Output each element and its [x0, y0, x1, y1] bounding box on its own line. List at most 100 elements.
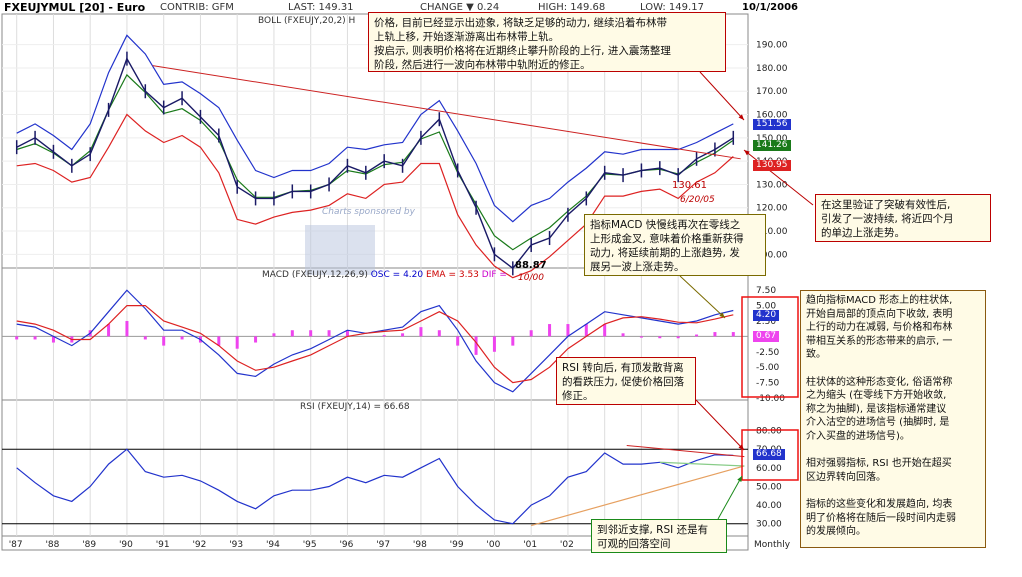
macd-dif: DIF =	[481, 270, 507, 280]
macd-tick-label: 5.00	[756, 302, 776, 312]
macd-tick-label: -2.50	[756, 348, 780, 358]
note-breakout: 在这里验证了突破有效性后, 引发了一波持续, 将近四个月 的单边上涨走势。	[815, 194, 991, 242]
note-summary: 趋向指标MACD 形态上的柱状体, 开始自局部的顶点向下收敛, 表明 上行的动力…	[800, 290, 986, 548]
note2-line: 的单边上涨走势。	[821, 227, 905, 239]
note-macd-cross: 指标MACD 快慢线再次在零线之 上形成金叉, 意味着价格重新获得 动力, 将延…	[584, 214, 766, 276]
low-value: LOW: 149.17	[640, 2, 704, 13]
x-tick-label: '94	[266, 540, 280, 550]
x-tick-label: '91	[156, 540, 170, 550]
note6-line: 柱状体的这种形态变化, 俗语常称	[806, 376, 953, 388]
middle-band-tag: 141.26	[753, 140, 791, 151]
price-tick-label: 150.00	[756, 134, 788, 144]
note6-line: 区边界转向回落。	[806, 471, 886, 483]
macd-highlight-box	[741, 296, 799, 398]
x-tick-label: '99	[450, 540, 464, 550]
note3-line: 指标MACD 快慢线再次在零线之	[590, 219, 741, 231]
x-tick-label: '92	[192, 540, 206, 550]
change-value: CHANGE ▼ 0.24	[420, 2, 500, 13]
note2-line: 在这里验证了突破有效性后,	[821, 199, 951, 211]
note6-line: 的发展倾向。	[806, 526, 866, 538]
rsi-tick-label: 50.00	[756, 482, 782, 492]
x-tick-label: '93	[229, 540, 243, 550]
price-tick-label: 130.00	[756, 180, 788, 190]
arrow-note5	[717, 475, 743, 520]
price-tick-label: 160.00	[756, 111, 788, 121]
note4-line: 的看跌压力, 促使价格回落	[562, 376, 685, 388]
price-tick-label: 170.00	[756, 87, 788, 97]
boll-lower-line	[16, 113, 734, 279]
note3-line: 展另一波上涨走势。	[590, 261, 685, 273]
note-rsi-support: 到邻近支撑, RSI 还是有 可观的回落空间	[591, 519, 727, 553]
macd-ema: EMA = 3.53	[425, 270, 479, 280]
price-tick-label: 110.00	[756, 227, 788, 237]
upper-band-tag: 151.56	[753, 119, 791, 130]
note5-line: 到邻近支撑, RSI 还是有	[597, 524, 709, 536]
note6-line	[806, 362, 980, 376]
low-price-label: 88.87	[515, 260, 547, 271]
macd-tick-label: 2.50	[756, 317, 776, 327]
note6-line: 致。	[806, 349, 826, 361]
last-price: LAST: 149.31	[288, 2, 354, 13]
macd-name: MACD (FXEUJY,12,26,9)	[262, 270, 368, 280]
x-tick-label: '01	[523, 540, 537, 550]
arrow-note4	[695, 399, 745, 451]
arrow-note1-head	[738, 114, 744, 120]
high-value: HIGH: 149.68	[538, 2, 606, 13]
note6-line: 指标的这些变化和发展趋向, 均表	[806, 498, 953, 510]
rsi-support-trendline	[531, 465, 745, 527]
note6-line	[806, 444, 980, 458]
note6-line: 明了价格将在随后一段时间内走弱	[806, 512, 956, 524]
note-bollinger-warning: 价格, 目前已经显示出迹象, 将缺乏足够的动力, 继续沿着布林带 上轨上移, 开…	[368, 12, 726, 72]
boll-panel-label: BOLL (FXEUJY,20,2) H	[258, 16, 356, 26]
note6-line: 介入买盘的进场信号)。	[806, 430, 910, 442]
x-tick-label: '96	[339, 540, 353, 550]
x-tick-label: '02	[560, 540, 574, 550]
note6-line: 相对强弱指标, RSI 也开始在超买	[806, 458, 952, 470]
note5-line: 可观的回落空间	[597, 538, 671, 550]
note6-line: 带相互关系的形态带来的启示, 一	[806, 335, 953, 347]
macd-hist-tag: 0.67	[753, 331, 780, 342]
low-date-label: 10/00	[518, 273, 544, 283]
note4-line: RSI 转向后, 有顶发散背离	[562, 362, 684, 374]
x-tick-label: '88	[45, 540, 59, 550]
rsi-tick-label: 30.00	[756, 520, 782, 530]
lower-band-tag: 130.95	[753, 160, 791, 171]
x-tick-label: '95	[303, 540, 317, 550]
rsi-tag: 66.68	[753, 449, 785, 460]
rsi-divergence-line	[626, 445, 745, 458]
macd-osc-tag: 4.20	[753, 310, 780, 321]
note1-line: 上轨上移, 开始逐渐游离出布林带上轨。	[374, 31, 560, 43]
note3-line: 动力, 将延续前期的上涨趋势, 发	[590, 247, 740, 259]
note6-line: 趋向指标MACD 形态上的柱状体,	[806, 295, 953, 306]
x-tick-label: '00	[486, 540, 500, 550]
note6-line: 称之为抽脚), 是该指标通常建议	[806, 403, 947, 415]
note4-line: 修正。	[562, 390, 594, 402]
boll-upper-line	[16, 34, 734, 223]
note6-line: 介入沽空的进场信号 (抽脚时, 是	[806, 417, 950, 429]
macd-signal-line	[16, 305, 734, 384]
rsi-tick-label: 60.00	[756, 464, 782, 474]
sponsor-watermark: Charts sponsored by	[322, 207, 415, 217]
arrow-note1	[699, 71, 745, 121]
arrow-note2	[743, 149, 814, 206]
macd-tick-label: 7.50	[756, 286, 776, 296]
note-rsi-divergence: RSI 转向后, 有顶发散背离 的看跌压力, 促使价格回落 修正。	[556, 357, 696, 405]
arrow-note5-head	[737, 476, 742, 482]
macd-panel-label: MACD (FXEUJY,12,26,9) OSC = 4.20 EMA = 3…	[262, 270, 507, 280]
mid-price-label: 130.61	[672, 180, 707, 191]
price-tick-label: 120.00	[756, 204, 788, 214]
note6-line: 之为缩头 (在零线下方开始收敛,	[806, 390, 947, 402]
resistance-trendline	[152, 65, 741, 160]
note1-line: 价格, 目前已经显示出迹象, 将缺乏足够的动力, 继续沿着布林带	[374, 17, 668, 29]
x-tick-label: '98	[413, 540, 427, 550]
rsi-green-trendline	[659, 461, 745, 467]
note2-line: 引发了一波持续, 将近四个月	[821, 213, 954, 225]
price-line	[16, 56, 734, 270]
macd-osc: OSC = 4.20	[370, 270, 424, 280]
panel-frame-rsi	[1, 399, 749, 537]
x-tick-label: '87	[9, 540, 23, 550]
symbol-title: FXEUJYMUL [20] - Euro	[4, 1, 146, 14]
x-unit-label: Monthly	[754, 540, 791, 550]
arrow-note3-head	[719, 312, 725, 318]
